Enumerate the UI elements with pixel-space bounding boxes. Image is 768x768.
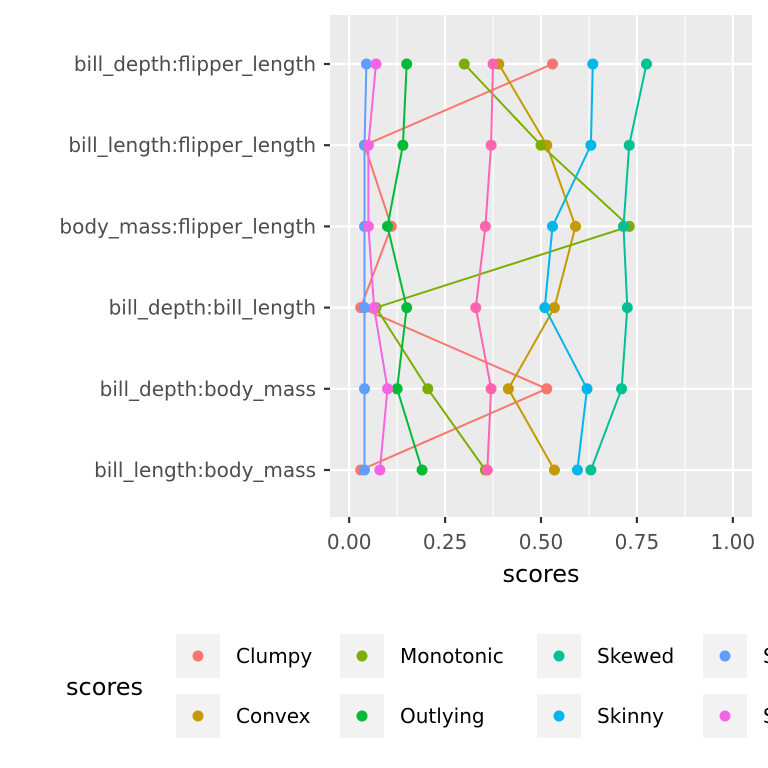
data-point-striated	[479, 220, 491, 232]
x-axis: 0.00 0.25 0.50 0.75 1.00	[327, 517, 755, 554]
series-line-striated	[474, 63, 494, 471]
data-point-skinny	[547, 220, 559, 232]
legend-label-convex: Convex	[236, 704, 311, 728]
data-point-outlying	[391, 383, 403, 395]
legend-label-stringy: Stringy	[763, 704, 768, 728]
series-line-sparse	[363, 63, 368, 470]
data-point-convex	[548, 464, 560, 476]
data-point-monotonic	[458, 58, 470, 70]
legend-label-clumpy: Clumpy	[236, 644, 312, 668]
data-point-stringy	[362, 220, 374, 232]
y-tick-label: bill_depth:bill_length	[109, 296, 316, 320]
data-point-stringy	[362, 139, 374, 151]
data-point-monotonic	[535, 139, 547, 151]
legend-marker-outlying	[356, 710, 368, 722]
data-point-outlying	[397, 139, 409, 151]
legend-label-sparse: Sparse	[763, 644, 768, 668]
y-tick-label: body_mass:flipper_length	[59, 214, 316, 238]
y-tick-label: bill_depth:flipper_length	[74, 52, 316, 76]
y-axis: bill_depth:flipper_length bill_length:fli…	[59, 52, 330, 482]
data-point-stringy	[368, 302, 380, 314]
data-point-sparse	[359, 464, 371, 476]
data-point-outlying	[382, 220, 394, 232]
legend-marker-convex	[192, 710, 204, 722]
x-tick-label: 0.50	[519, 530, 564, 554]
data-point-sparse	[359, 302, 371, 314]
data-point-skinny	[585, 139, 597, 151]
legend-marker-clumpy	[192, 650, 204, 662]
data-point-skewed	[621, 302, 633, 314]
data-point-skewed	[623, 139, 635, 151]
data-point-outlying	[416, 464, 428, 476]
series-line-convex	[497, 63, 577, 471]
x-tick-label: 0.00	[327, 530, 372, 554]
data-point-convex	[548, 302, 560, 314]
data-point-skewed	[616, 383, 628, 395]
data-point-clumpy	[547, 58, 559, 70]
data-point-skinny	[581, 383, 593, 395]
legend-label-monotonic: Monotonic	[400, 644, 504, 668]
data-point-striated	[485, 383, 497, 395]
legend-marker-stringy	[719, 710, 731, 722]
data-point-striated	[470, 302, 482, 314]
data-point-skewed	[585, 464, 597, 476]
series-layer	[355, 58, 652, 476]
data-point-stringy	[382, 383, 394, 395]
data-point-striated	[487, 58, 499, 70]
data-point-sparse	[359, 383, 371, 395]
legend-label-skewed: Skewed	[597, 644, 674, 668]
data-point-outlying	[401, 302, 413, 314]
x-tick-label: 1.00	[711, 530, 756, 554]
series-line-monotonic	[374, 63, 632, 471]
data-point-clumpy	[541, 383, 553, 395]
data-point-convex	[570, 220, 582, 232]
legend-marker-sparse	[719, 650, 731, 662]
y-tick-label: bill_length:flipper_length	[68, 133, 316, 157]
y-tick-label: bill_depth:body_mass	[100, 377, 316, 401]
legend: scores Clumpy Convex Monotonic Outlying Skew…	[66, 634, 768, 738]
data-point-stringy	[374, 464, 386, 476]
x-axis-title: scores	[503, 560, 580, 588]
series-line-skinny	[543, 63, 594, 471]
legend-label-outlying: Outlying	[400, 704, 485, 728]
data-point-convex	[502, 383, 514, 395]
series-line-skewed	[589, 63, 648, 471]
x-tick-label: 0.25	[423, 530, 468, 554]
x-tick-label: 0.75	[615, 530, 660, 554]
data-point-sparse	[360, 58, 372, 70]
data-point-striated	[481, 464, 493, 476]
legend-marker-skewed	[553, 650, 565, 662]
data-point-striated	[485, 139, 497, 151]
data-point-skinny	[571, 464, 583, 476]
data-point-monotonic	[422, 383, 434, 395]
series-line-stringy	[367, 63, 389, 471]
series-line-outlying	[386, 63, 424, 471]
legend-marker-skinny	[553, 710, 565, 722]
legend-label-skinny: Skinny	[597, 704, 664, 728]
data-point-stringy	[370, 58, 382, 70]
data-point-outlying	[401, 58, 413, 70]
data-point-skinny	[539, 302, 551, 314]
legend-title: scores	[66, 673, 143, 701]
y-tick-label: bill_length:body_mass	[94, 458, 316, 482]
legend-marker-monotonic	[356, 650, 368, 662]
data-point-skinny	[587, 58, 599, 70]
data-point-skewed	[617, 220, 629, 232]
data-point-skewed	[641, 58, 652, 70]
